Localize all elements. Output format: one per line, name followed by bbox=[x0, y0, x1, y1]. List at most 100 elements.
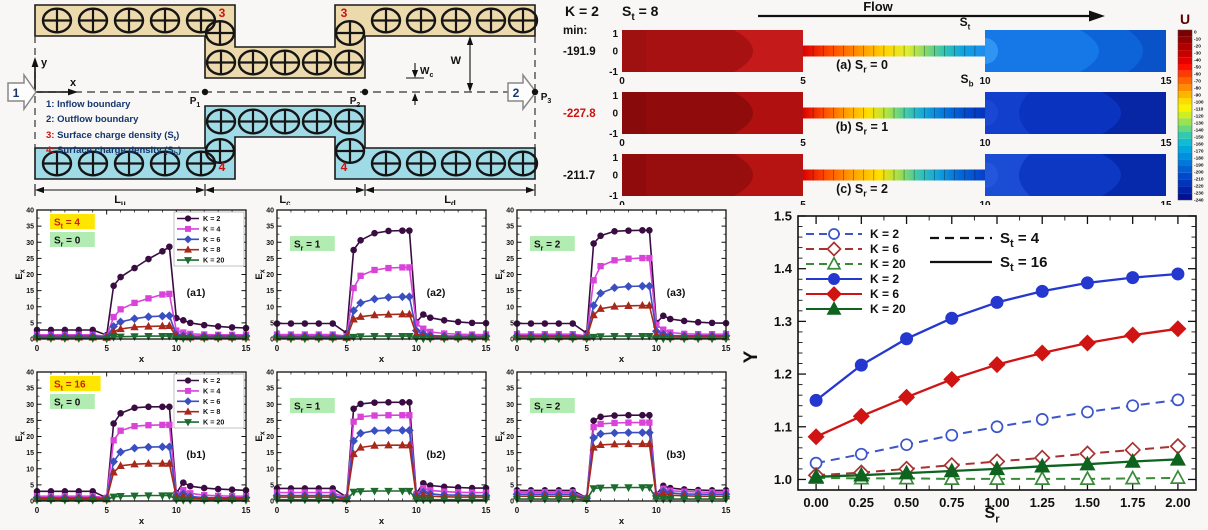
shape: K = 8 bbox=[203, 407, 220, 416]
diamond-marker-icon bbox=[596, 288, 605, 298]
shape bbox=[204, 137, 236, 164]
circle-marker-icon bbox=[828, 228, 840, 240]
shape: x bbox=[20, 269, 27, 273]
tri-up-marker-icon bbox=[624, 439, 633, 448]
panel-tag: (a2) bbox=[427, 287, 446, 299]
diamond-marker-icon bbox=[624, 428, 633, 437]
legend-label: K = 8 bbox=[203, 245, 220, 254]
plot-frame bbox=[36, 371, 247, 502]
shape bbox=[507, 7, 539, 34]
colorbar-tick: -220 bbox=[1194, 184, 1204, 190]
shape: x bbox=[260, 269, 267, 273]
square-marker-icon bbox=[159, 291, 166, 298]
shape: 0 bbox=[612, 47, 618, 58]
plot-frame bbox=[797, 215, 1197, 491]
badge-bg bbox=[530, 398, 575, 413]
shape: L bbox=[444, 194, 451, 205]
square-marker-icon bbox=[413, 320, 420, 327]
diamond-marker-icon bbox=[610, 283, 619, 293]
tri-up-marker-icon bbox=[596, 440, 605, 449]
tri-up-marker-icon bbox=[808, 468, 825, 484]
shape: W bbox=[420, 66, 430, 77]
panel-caption: (b) Sr = 1 bbox=[836, 120, 889, 137]
charge-plus-icon bbox=[204, 20, 236, 47]
min-value: -227.8 bbox=[563, 108, 596, 120]
badge-bg bbox=[50, 376, 101, 391]
y-tick: 10 bbox=[26, 466, 34, 473]
square-marker-icon bbox=[185, 225, 191, 232]
shape: -60 bbox=[1194, 72, 1201, 78]
point-p2 bbox=[361, 88, 369, 96]
diamond-marker-icon bbox=[1033, 344, 1051, 362]
circle-marker-icon bbox=[184, 215, 192, 222]
circle-marker-icon bbox=[357, 400, 364, 408]
x-tick: 15 bbox=[722, 506, 731, 515]
wc-dim-arrow-down-icon bbox=[411, 70, 419, 78]
legend-label: K = 2 bbox=[870, 227, 899, 241]
y-axis-label: Ex bbox=[494, 431, 507, 441]
shape: K = 2 bbox=[870, 227, 899, 241]
shape bbox=[41, 7, 73, 34]
x-tick: 2.00 bbox=[1165, 495, 1190, 510]
y-tick: 30 bbox=[26, 240, 34, 247]
tri-up-marker-icon bbox=[1034, 457, 1051, 473]
shape: 35 bbox=[26, 224, 34, 231]
tri-down-marker-icon bbox=[405, 487, 414, 496]
shape bbox=[1102, 92, 1166, 134]
main-chart: 0.00 0.25 0.50 0.75 1.00 1.25 1.50 1.75 2.00 1.0 1… bbox=[741, 209, 1197, 525]
shape bbox=[985, 92, 1030, 134]
badge-bg bbox=[50, 232, 95, 247]
ld-dim-label: Ld bbox=[444, 194, 456, 205]
circle-marker-icon bbox=[180, 479, 187, 486]
diamond-marker-icon bbox=[610, 428, 619, 438]
shape: 35 bbox=[266, 386, 274, 393]
circle-marker-icon bbox=[541, 320, 549, 327]
shape: K = 20 bbox=[203, 256, 224, 265]
shape: (b3) bbox=[666, 449, 685, 461]
tri-down-marker-icon bbox=[349, 488, 358, 497]
shape: (b2) bbox=[426, 449, 445, 461]
y-tick: 0 bbox=[30, 499, 34, 506]
panel-tag: (b3) bbox=[666, 449, 685, 461]
y-tick: 0 bbox=[270, 337, 274, 344]
shape: 5 bbox=[344, 344, 349, 353]
shape bbox=[1178, 64, 1192, 71]
shape: 35 bbox=[506, 386, 514, 393]
tri-down-marker-icon bbox=[165, 332, 174, 341]
x-tick: 1.25 bbox=[1030, 495, 1055, 510]
y-tick: 25 bbox=[506, 256, 514, 263]
y-tick: 0 bbox=[510, 499, 514, 506]
shape: r bbox=[864, 127, 868, 137]
shape: = 2 bbox=[543, 402, 560, 413]
tri-up-marker-icon bbox=[349, 449, 358, 458]
shape bbox=[1178, 193, 1192, 200]
top-charge-number: 3 bbox=[341, 6, 348, 20]
shape bbox=[334, 137, 366, 164]
shape: E bbox=[254, 435, 265, 441]
y-tick: 15 bbox=[266, 288, 274, 295]
legend-line-top-charge: 3: Surface charge density (St) bbox=[46, 129, 180, 143]
square-marker-icon bbox=[350, 284, 357, 292]
y-tick: 30 bbox=[506, 240, 514, 247]
y-tick: 1.2 bbox=[774, 367, 792, 382]
y-tick: 10 bbox=[506, 304, 514, 311]
tri-down-marker-icon bbox=[165, 492, 174, 501]
plot-frame bbox=[516, 371, 727, 502]
y-tick: 20 bbox=[266, 272, 274, 279]
circle-marker-icon bbox=[625, 411, 632, 419]
shape bbox=[622, 30, 753, 72]
shape: 40 bbox=[506, 208, 514, 215]
shape: 20 bbox=[26, 272, 34, 279]
circle-marker-icon bbox=[200, 321, 208, 329]
tri-down-marker-icon bbox=[638, 332, 647, 341]
x-tick: 10 bbox=[652, 506, 661, 515]
shape: 40 bbox=[266, 370, 274, 377]
shape: U bbox=[1180, 11, 1190, 27]
circle-marker-icon bbox=[214, 323, 222, 330]
series-St16-K2 bbox=[809, 267, 1185, 407]
shape: x bbox=[500, 269, 507, 273]
y-tick: 35 bbox=[26, 224, 34, 231]
badge-bg bbox=[290, 398, 335, 413]
